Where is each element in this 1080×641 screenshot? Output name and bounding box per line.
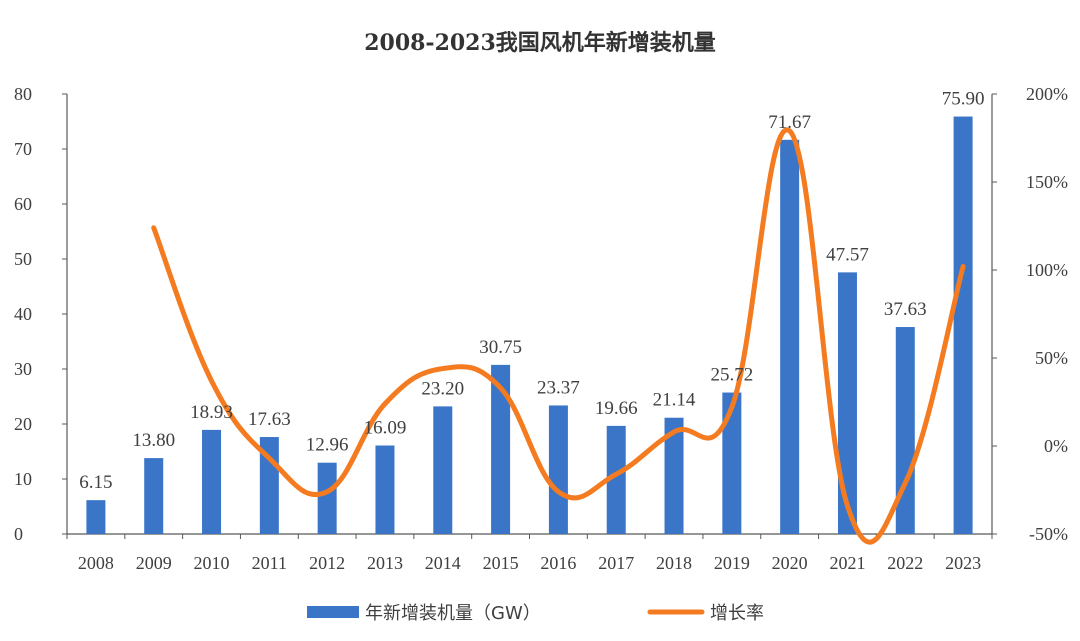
y-left-tick-label: 40 xyxy=(14,304,32,324)
bar-2010 xyxy=(202,429,222,534)
x-tick-label: 2015 xyxy=(483,553,519,573)
bar-2022 xyxy=(895,327,915,534)
bar-2023 xyxy=(953,116,973,535)
bar-value-label: 17.63 xyxy=(248,409,291,430)
bar-value-label: 13.80 xyxy=(132,430,175,451)
x-tick-label: 2019 xyxy=(714,553,750,573)
bar-value-label: 19.66 xyxy=(595,398,638,419)
chart-title: 2008-2023我国风机年新增装机量 xyxy=(364,30,716,56)
y-left-tick-label: 50 xyxy=(14,249,32,269)
bar-value-label: 37.63 xyxy=(884,299,927,320)
bar-2020 xyxy=(780,139,800,534)
bar-value-label: 6.15 xyxy=(79,472,112,493)
plot-area: 0 10 20 30 40 50 60 70 80 -50% 0% 50% 100% 150% 200% 20… xyxy=(14,84,1068,573)
y-right-tick-label: 200% xyxy=(1026,84,1068,104)
y-left-tick-label: 60 xyxy=(14,194,32,214)
legend: 年新增装机量（GW） 增长率 xyxy=(307,603,764,624)
x-tick-label: 2018 xyxy=(656,553,692,573)
bar-value-label: 25.72 xyxy=(710,365,753,386)
y-right-tick-label: 0% xyxy=(1044,436,1068,456)
bar-value-label: 12.96 xyxy=(306,435,349,456)
bar-2008 xyxy=(86,500,106,534)
bar-value-label: 71.67 xyxy=(768,112,811,133)
x-tick-label: 2022 xyxy=(887,553,923,573)
bar-2019 xyxy=(722,392,742,534)
y-left-tick-label: 30 xyxy=(14,359,32,379)
bar-value-label: 30.75 xyxy=(479,337,522,358)
bar-2014 xyxy=(433,406,453,534)
x-tick-label: 2011 xyxy=(252,553,287,573)
bar-2013 xyxy=(375,445,395,534)
bar-2009 xyxy=(144,458,164,534)
bar-value-label: 21.14 xyxy=(653,390,696,411)
legend-line-label: 增长率 xyxy=(710,603,764,624)
bar-2017 xyxy=(606,425,626,534)
bar-2015 xyxy=(491,364,511,534)
bar-2012 xyxy=(317,462,337,534)
bar-value-label: 23.37 xyxy=(537,377,580,398)
y-right-tick-label: 150% xyxy=(1026,172,1068,192)
y-left-tick-label: 20 xyxy=(14,414,32,434)
bar-value-label: 16.09 xyxy=(364,418,407,439)
bar-value-label: 75.90 xyxy=(942,89,985,110)
x-tick-label: 2010 xyxy=(194,553,230,573)
x-tick-label: 2014 xyxy=(425,553,461,573)
bar-2018 xyxy=(664,417,684,534)
bar-value-label: 18.93 xyxy=(190,402,233,423)
x-tick-label: 2023 xyxy=(945,553,981,573)
legend-bar-label: 年新增装机量（GW） xyxy=(365,603,541,624)
y-right-tick-label: 50% xyxy=(1035,348,1068,368)
x-tick-label: 2009 xyxy=(136,553,172,573)
y-right-tick-label: 100% xyxy=(1026,260,1068,280)
x-tick-label: 2016 xyxy=(540,553,576,573)
bar-value-label: 23.20 xyxy=(421,378,464,399)
x-tick-label: 2008 xyxy=(78,553,114,573)
y-left-tick-label: 70 xyxy=(14,139,32,159)
bar-2021 xyxy=(837,272,857,534)
y-right-tick-label: -50% xyxy=(1029,524,1068,544)
y-left-tick-label: 10 xyxy=(14,469,32,489)
x-tick-label: 2021 xyxy=(829,553,865,573)
x-tick-label: 2012 xyxy=(309,553,345,573)
x-tick-label: 2017 xyxy=(598,553,634,573)
growth-rate-line xyxy=(151,127,966,545)
x-tick-label: 2013 xyxy=(367,553,403,573)
x-tick-label: 2020 xyxy=(772,553,808,573)
y-left-tick-label: 80 xyxy=(14,84,32,104)
legend-bar-swatch xyxy=(307,606,359,618)
bar-2016 xyxy=(548,405,568,534)
y-left-tick-label: 0 xyxy=(14,524,23,544)
bar-value-label: 47.57 xyxy=(826,244,869,265)
